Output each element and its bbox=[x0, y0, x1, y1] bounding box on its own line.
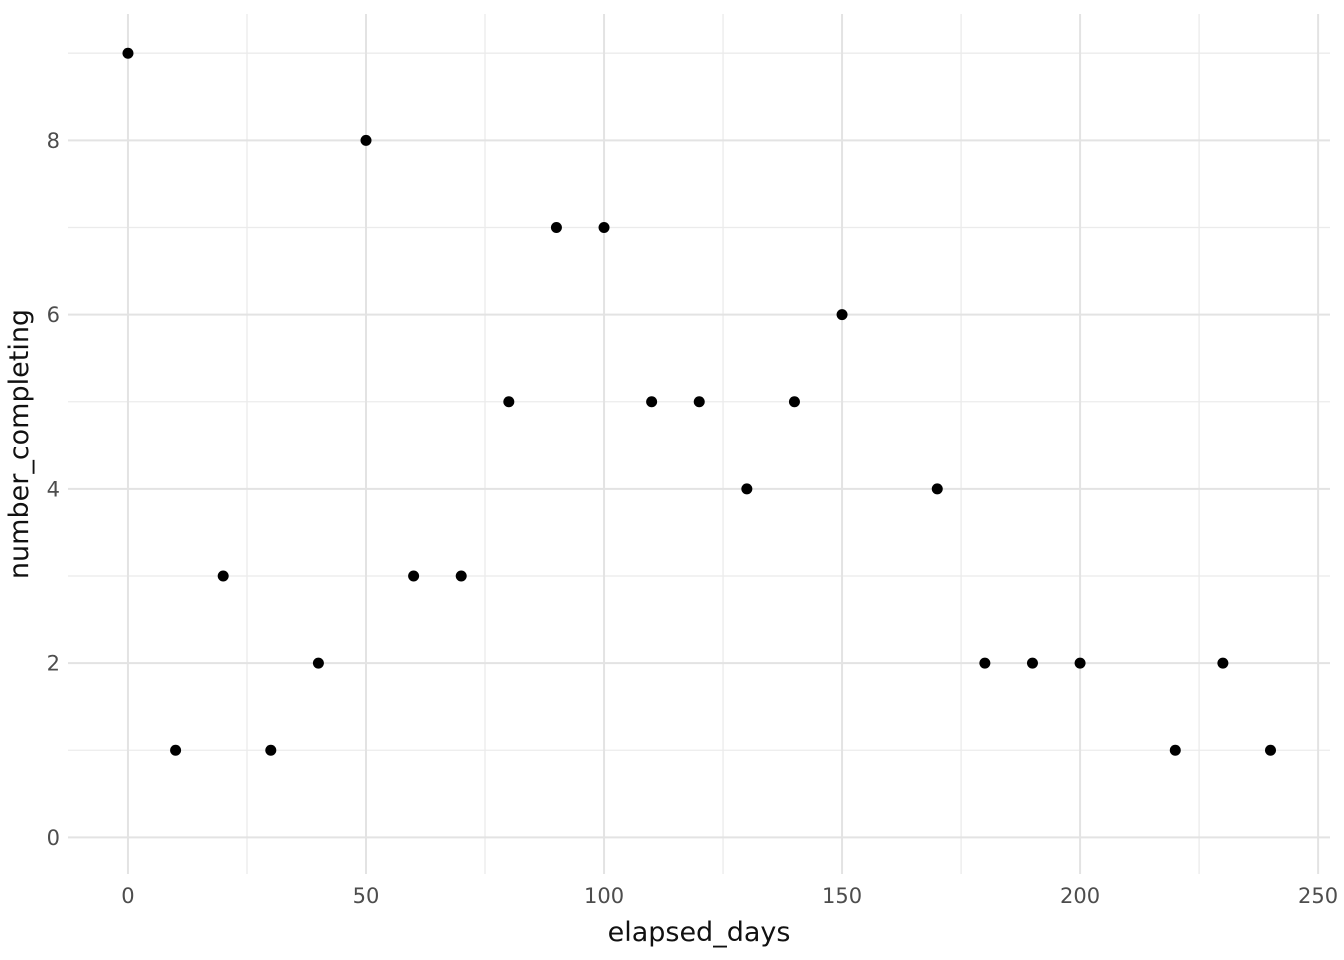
y-tick-label: 8 bbox=[47, 129, 60, 153]
data-point bbox=[455, 570, 467, 582]
data-point bbox=[788, 396, 800, 408]
y-axis-title: number_completing bbox=[4, 309, 35, 579]
minor-gridlines bbox=[68, 14, 1330, 874]
data-point bbox=[170, 744, 182, 756]
y-tick-label: 6 bbox=[47, 303, 60, 327]
data-point bbox=[931, 483, 943, 495]
data-point bbox=[265, 744, 277, 756]
x-tick-label: 0 bbox=[121, 884, 134, 908]
y-tick-label: 4 bbox=[47, 477, 60, 501]
data-point bbox=[360, 134, 372, 146]
data-points bbox=[122, 47, 1276, 756]
major-gridlines bbox=[68, 14, 1330, 874]
data-point bbox=[1264, 744, 1276, 756]
data-point bbox=[122, 47, 134, 59]
data-point bbox=[550, 221, 562, 233]
data-point bbox=[598, 221, 610, 233]
y-tick-label: 2 bbox=[47, 652, 60, 676]
x-tick-label: 100 bbox=[584, 884, 624, 908]
x-tick-label: 50 bbox=[353, 884, 380, 908]
data-point bbox=[217, 570, 229, 582]
data-point bbox=[503, 396, 515, 408]
data-point bbox=[836, 309, 848, 321]
x-tick-label: 250 bbox=[1298, 884, 1338, 908]
data-point bbox=[741, 483, 753, 495]
data-point bbox=[1026, 657, 1038, 669]
y-tick-label: 0 bbox=[47, 826, 60, 850]
data-point bbox=[312, 657, 324, 669]
data-point bbox=[1217, 657, 1229, 669]
data-point bbox=[693, 396, 705, 408]
x-axis-tick-labels: 0 50 100 150 200 250 bbox=[121, 884, 1338, 908]
data-point bbox=[646, 396, 658, 408]
y-axis-tick-labels: 0 2 4 6 8 bbox=[47, 129, 60, 850]
x-tick-label: 150 bbox=[822, 884, 862, 908]
x-axis-title: elapsed_days bbox=[608, 917, 791, 948]
x-tick-label: 200 bbox=[1060, 884, 1100, 908]
data-point bbox=[408, 570, 420, 582]
data-point bbox=[1074, 657, 1086, 669]
data-point bbox=[979, 657, 991, 669]
data-point bbox=[1169, 744, 1181, 756]
